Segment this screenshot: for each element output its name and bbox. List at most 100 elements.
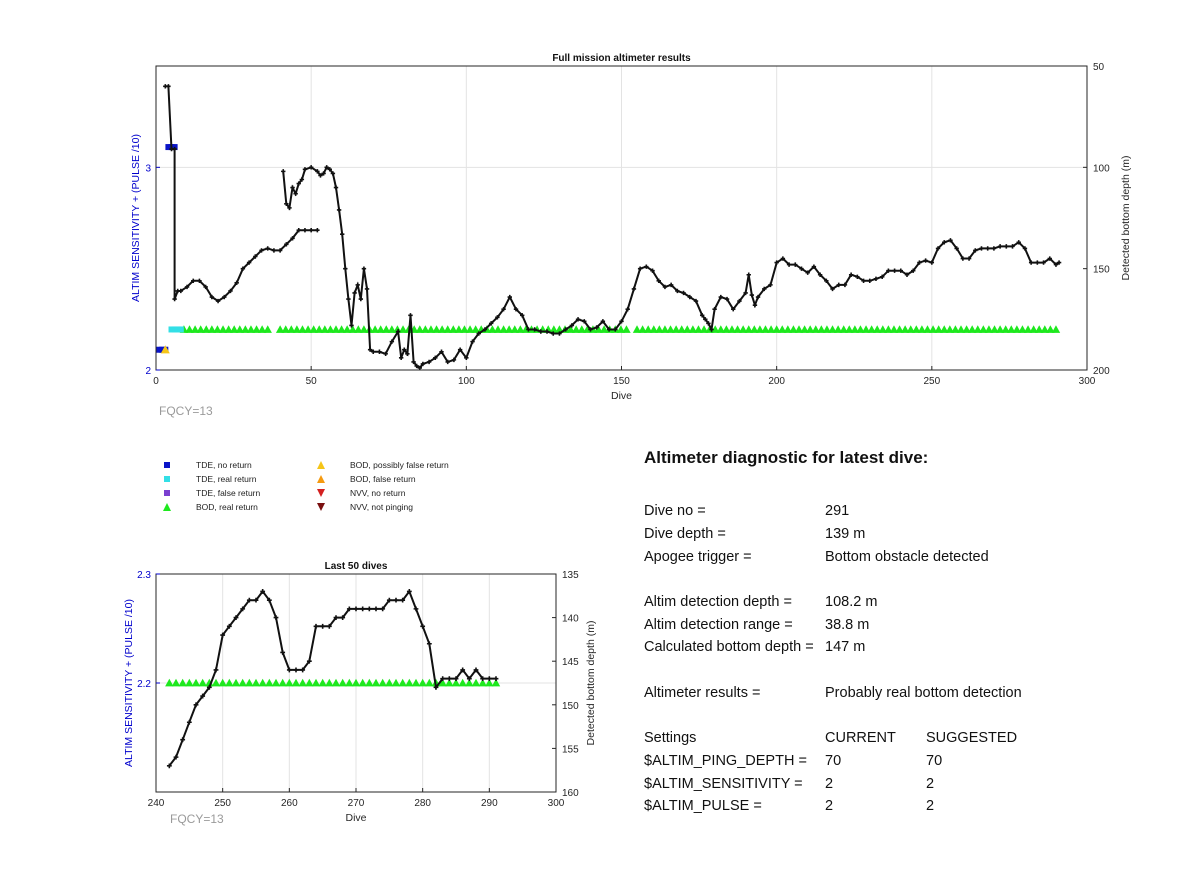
bottom-depth-point: [271, 248, 277, 253]
bod-real-return-marker: [471, 678, 481, 687]
bod-real-return-marker: [811, 325, 820, 333]
y-left-tick-label: 2.2: [137, 679, 151, 690]
bottom-depth-point: [1010, 244, 1015, 249]
bod-real-return-marker: [359, 325, 369, 333]
bottom-depth-point: [296, 227, 301, 233]
bottom-depth-point: [293, 667, 299, 673]
bod-real-return-marker: [303, 325, 313, 333]
bottom-depth-point: [313, 623, 319, 629]
bottom-depth-point: [413, 606, 419, 612]
legend-marker: [314, 488, 328, 498]
bottom-depth-point: [793, 262, 798, 267]
bottom-depth-point: [681, 290, 686, 296]
bottom-depth-point: [470, 339, 475, 344]
bottom-depth-point: [358, 296, 364, 302]
bod-real-return-marker: [185, 678, 194, 687]
bod-real-return-marker: [1012, 325, 1022, 333]
bottom-depth-point: [433, 684, 439, 690]
bod-real-return-marker: [218, 678, 227, 687]
bottom-depth-point: [380, 606, 386, 612]
bod-real-return-marker: [263, 325, 272, 333]
bottom-depth-point: [898, 268, 903, 273]
bottom-depth-point: [544, 329, 550, 334]
bottom-depth-point: [426, 641, 432, 647]
bottom-depth-point: [600, 319, 606, 324]
bottom-depth-point: [911, 268, 916, 273]
y-right-axis-label: Detected bottom depth (m): [1120, 156, 1132, 281]
bod-real-return-marker: [973, 325, 982, 333]
y-left-tick-label: 2.3: [137, 570, 151, 581]
settings-header-row: Settings CURRENT SUGGESTED: [644, 727, 1164, 750]
dive-depth-label: Dive depth =: [644, 526, 726, 543]
bottom-depth-point: [290, 185, 295, 190]
bod-real-return-marker: [733, 325, 742, 333]
bod-real-return-marker: [190, 325, 200, 333]
bottom-depth-point: [575, 317, 581, 322]
bod-real-return-marker: [990, 325, 999, 333]
bottom-depth-point: [569, 323, 575, 328]
bod-real-return-marker: [1029, 325, 1038, 333]
setting-name: $ALTIM_SENSITIVITY =: [644, 775, 803, 792]
bottom-depth-point: [563, 327, 568, 332]
bod-real-return-marker: [231, 678, 241, 687]
bod-real-return-marker: [265, 678, 274, 687]
dive-depth-row: Dive depth = 139 m: [644, 523, 1164, 546]
bottom-depth-point: [280, 650, 286, 655]
x-axis-label: Dive: [611, 390, 632, 402]
bottom-depth-point: [286, 667, 292, 673]
legend-item: TDE, no return: [160, 460, 252, 470]
bottom-depth-point: [811, 264, 817, 269]
bottom-depth-point: [493, 676, 499, 682]
bod-real-return-marker: [342, 325, 352, 333]
bottom-depth-point: [606, 327, 612, 332]
bod-real-return-marker: [425, 678, 434, 687]
bottom-depth-point: [1028, 260, 1034, 265]
bottom-depth-point: [240, 606, 246, 612]
bod-real-return-marker: [677, 325, 686, 333]
bod-real-return-marker: [230, 325, 239, 333]
legend-label: TDE, false return: [196, 488, 261, 498]
dive-no-value: 291: [825, 503, 850, 520]
bottom-depth-point: [466, 676, 472, 682]
x-tick-label: 250: [923, 376, 940, 387]
bod-real-return-marker: [577, 325, 586, 333]
bottom-depth-point: [340, 232, 345, 237]
bottom-depth-point: [687, 294, 692, 300]
bottom-depth-point: [644, 264, 649, 269]
bottom-depth-point: [929, 260, 935, 265]
bod-real-return-marker: [225, 678, 234, 687]
bottom-depth-point: [755, 294, 761, 300]
bod-real-return-marker: [437, 325, 447, 333]
bottom-depth-point: [538, 329, 544, 334]
bottom-depth-point: [625, 307, 630, 312]
bottom-depth-point: [395, 329, 401, 334]
legend-triangle-up-marker: [317, 461, 325, 469]
bottom-depth-point: [480, 676, 486, 682]
bod-real-return-marker: [917, 325, 927, 333]
bod-real-return-marker: [285, 678, 294, 687]
bottom-depth-point: [551, 331, 556, 336]
bottom-depth-point: [222, 294, 227, 300]
bottom-depth-point: [266, 597, 272, 603]
bottom-depth-point: [973, 248, 978, 253]
bottom-depth-point: [473, 667, 479, 673]
bottom-depth-point: [253, 254, 258, 259]
bod-real-return-marker: [800, 325, 809, 333]
bod-real-return-marker: [1046, 325, 1055, 333]
y-right-tick-label: 135: [562, 570, 579, 581]
x-tick-label: 100: [458, 376, 475, 387]
legend-triangle-down-marker: [317, 489, 325, 497]
bottom-depth-point: [166, 763, 172, 769]
bottom-depth-point: [446, 676, 452, 682]
bottom-depth-point: [699, 313, 705, 318]
bod-real-return-marker: [451, 678, 461, 687]
legend-item: TDE, false return: [160, 488, 260, 498]
bottom-depth-point: [662, 284, 668, 290]
setting-suggested: 2: [926, 775, 935, 792]
bottom-depth-point: [631, 286, 637, 292]
bod-real-return-marker: [337, 325, 346, 333]
settings-header: Settings: [644, 730, 697, 747]
bottom-depth-point: [1016, 240, 1021, 245]
bottom-depth-point: [228, 288, 233, 294]
bottom-depth-point: [433, 355, 438, 361]
